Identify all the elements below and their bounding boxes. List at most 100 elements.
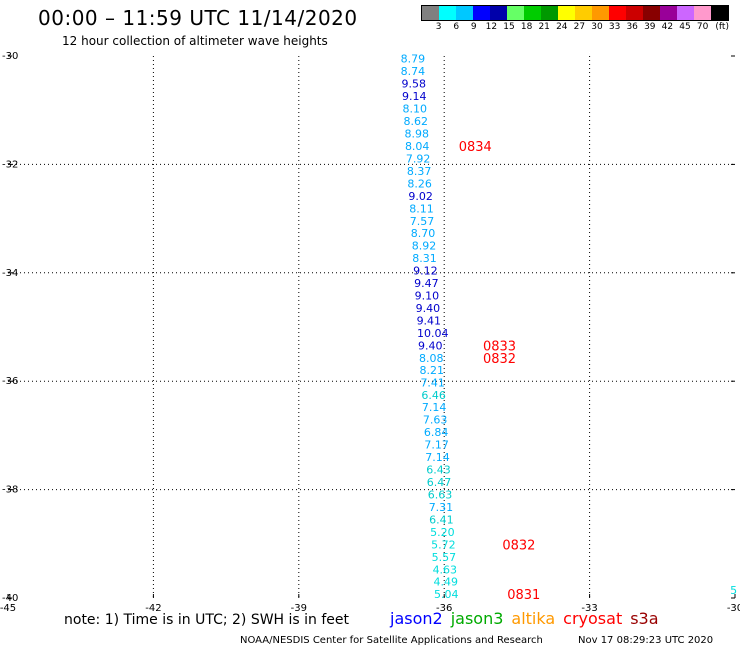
colorbar-label: 39 (644, 22, 656, 32)
wave-height-label: 9.14 (402, 90, 427, 103)
wave-height-label: 5.04 (434, 588, 459, 601)
colorbar-label: 70 (696, 22, 709, 32)
wave-height-label: 9.40 (418, 339, 443, 352)
y-tick-label: -40 (2, 593, 18, 604)
wave-height-label: 8.08 (419, 352, 444, 365)
wave-height-label: 9.58 (402, 78, 427, 91)
wave-height-label: 9.10 (415, 290, 440, 303)
pass-time-label: 0832 (502, 538, 535, 553)
wave-height-label: 7.63 (423, 414, 448, 427)
colorbar-label: 27 (573, 22, 586, 32)
credit-line: NOAA/NESDIS Center for Satellite Applica… (240, 635, 543, 646)
wave-height-label: 5.20 (430, 526, 455, 539)
colorbar-label: 45 (679, 22, 691, 32)
legend-jason3: jason3 (450, 609, 504, 628)
colorbar-swatch (575, 6, 592, 20)
wave-height-label: 8.92 (412, 240, 437, 253)
colorbar-swatch (422, 6, 439, 20)
colorbar-label: 42 (661, 22, 674, 32)
colorbar-swatch (626, 6, 643, 20)
pass-time-label: 0831 (507, 588, 540, 603)
wave-height-label: 4.63 (433, 563, 458, 576)
wave-height-label: 7.14 (425, 451, 450, 464)
wave-height-label: 6.46 (421, 389, 446, 402)
colorbar-label: 12 (485, 22, 498, 32)
colorbar-label: 9 (470, 22, 477, 32)
wave-height-label: 8.10 (403, 103, 428, 116)
colorbar-swatch (473, 6, 490, 20)
legend-s3a: s3a (630, 609, 659, 628)
colorbar-swatch (643, 6, 660, 20)
colorbar-swatch (694, 6, 711, 20)
colorbar-swatch (660, 6, 677, 20)
y-tick-label: -30 (2, 51, 18, 62)
wave-height-label: 8.21 (419, 364, 444, 377)
wave-height-label: 9.47 (414, 277, 439, 290)
colorbar-label: 33 (608, 22, 621, 32)
wave-height-label: 8.79 (401, 53, 426, 66)
colorbar-label: 18 (520, 22, 533, 32)
colorbar-labels: 3 6 9 12 15 18 21 24 27 30 33 36 39 42 45 70 (ft) (421, 22, 740, 36)
colorbar-label: 6 (453, 22, 460, 32)
chart-title: 00:00 – 11:59 UTC 11/14/2020 (38, 6, 358, 30)
colorbar-label: 30 (591, 22, 603, 32)
units-note: note: 1) Time is in UTC; 2) SWH is in fe… (64, 612, 350, 628)
y-tick-label: -38 (2, 485, 18, 496)
colorbar-swatch (609, 6, 626, 20)
wave-height-label: 7.31 (429, 501, 454, 514)
wave-height-label: 8.98 (404, 128, 429, 141)
wave-height-label: 8.74 (401, 65, 426, 78)
pass-time-label: 0833 (483, 339, 516, 354)
pass-time-label: 0832 (483, 352, 516, 367)
wave-height-label: 7.17 (424, 439, 449, 452)
colorbar-label: 36 (626, 22, 638, 32)
wave-height-label: 6.47 (427, 476, 452, 489)
y-tick-label: -34 (2, 268, 18, 279)
wave-height-label: 4.49 (434, 576, 459, 589)
colorbar-swatch (677, 6, 694, 20)
colorbar-label: (ft) (715, 22, 729, 32)
satellite-legend: jason2 jason3 altika cryosat s3a (390, 609, 667, 628)
wave-height-label: 6.84 (424, 426, 449, 439)
colorbar-swatch (541, 6, 558, 20)
legend-jason2: jason2 (390, 609, 443, 628)
colorbar-label: 24 (556, 22, 568, 32)
wave-height-label-edge: 5 (730, 584, 737, 597)
wave-height-label: 9.41 (417, 314, 442, 327)
x-tick-label: -33 (581, 603, 597, 614)
colorbar-swatch (524, 6, 541, 20)
x-tick-label: -39 (291, 603, 307, 614)
wave-height-label: 6.41 (429, 513, 454, 526)
colorbar-swatch (490, 6, 507, 20)
wave-height-label: 8.04 (405, 140, 430, 153)
wave-height-label: 8.11 (409, 202, 434, 215)
generated-timestamp: Nov 17 08:29:23 UTC 2020 (578, 635, 714, 646)
colorbar-label: 21 (538, 22, 550, 32)
wave-height-label: 9.40 (416, 302, 441, 315)
wave-height-label: 10.04 (417, 327, 449, 340)
colorbar-swatch (507, 6, 524, 20)
colorbar-label: 3 (435, 22, 442, 32)
wave-height-label: 7.41 (420, 376, 445, 389)
wave-height-label: 7.92 (406, 152, 431, 165)
y-tick-label: -36 (2, 376, 18, 387)
wave-height-label: 8.70 (411, 227, 436, 240)
wave-height-label: 8.62 (403, 115, 428, 128)
wave-height-colorbar (421, 5, 729, 21)
wave-height-label: 8.37 (407, 165, 432, 178)
y-tick-label: -32 (2, 159, 18, 170)
wave-height-label: 5.72 (431, 538, 456, 551)
x-tick-label: -42 (145, 603, 161, 614)
wave-height-label: 7.14 (422, 401, 447, 414)
wave-height-label: 5.57 (432, 551, 457, 564)
wave-height-label: 9.12 (413, 265, 438, 278)
colorbar-swatch (439, 6, 456, 20)
wave-height-label: 6.43 (426, 464, 451, 477)
wave-height-label: 6.63 (428, 488, 453, 501)
colorbar-swatch (711, 6, 728, 20)
wave-height-label: 9.02 (408, 190, 433, 203)
wave-height-label: 7.57 (410, 215, 435, 228)
wave-height-label: 8.31 (412, 252, 437, 265)
chart-subtitle: 12 hour collection of altimeter wave hei… (62, 34, 328, 48)
